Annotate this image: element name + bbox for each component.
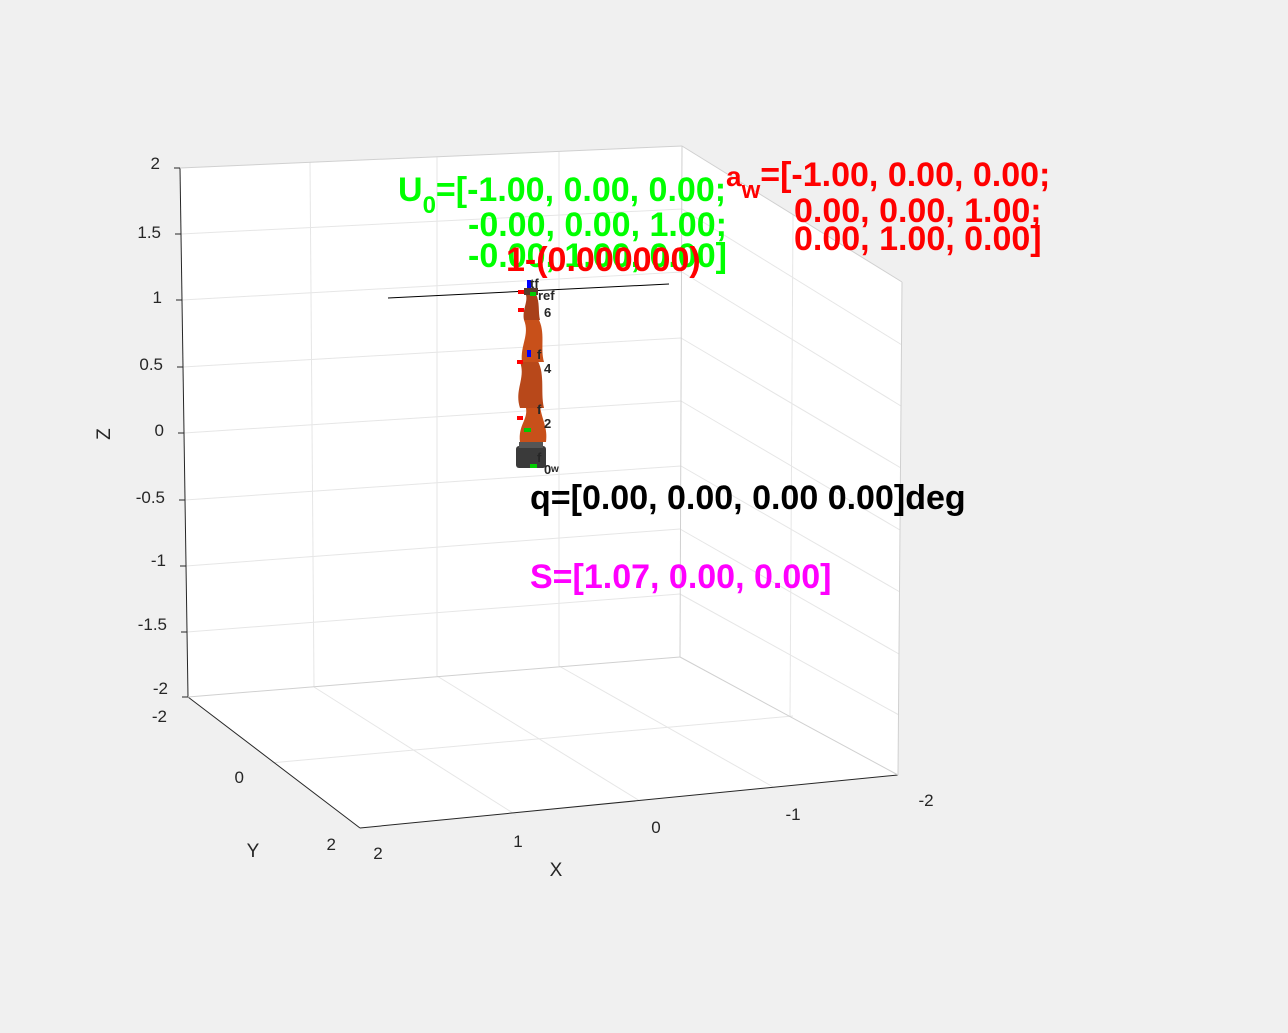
frame-marker-red: [517, 360, 523, 364]
joint-label-2: 2: [544, 416, 552, 431]
robot-link-2: [518, 358, 544, 408]
base-label-w: w: [551, 464, 559, 475]
x-tick-label: -2: [918, 791, 933, 810]
aw-row1-values: =[-1.00, 0.00, 0.00;: [760, 156, 1051, 194]
x-tick-label: 0: [651, 818, 660, 837]
z-tick-label: 1: [153, 288, 162, 307]
robot-base: [516, 446, 546, 468]
z-tick-labels: 2 1.5 1 0.5 0 -0.5 -1 -1.5 -2: [136, 154, 168, 698]
z-tick-label: 0.5: [139, 355, 163, 374]
z-tick-label: -1.5: [138, 615, 167, 634]
aw-matrix-row3: 0.00, 1.00, 0.00]: [794, 220, 1042, 258]
robot-flange: [524, 288, 538, 295]
frame-marker-green: [524, 428, 531, 432]
frame-label-ref: ref: [538, 288, 555, 303]
z-tick-label: 1.5: [137, 223, 161, 242]
s-vector-text: S=[1.07, 0.00, 0.00]: [530, 558, 832, 596]
u0-subscript: 0: [422, 192, 436, 219]
aw-symbol: a: [726, 161, 742, 192]
frame-marker-red: [517, 416, 523, 420]
z-tick-label: -2: [153, 679, 168, 698]
robot-link-1: [519, 406, 547, 442]
axes-lines: [179, 145, 903, 829]
y-tick-label: 2: [327, 835, 336, 854]
floor-plane: [188, 657, 898, 828]
z-tick-label: 2: [151, 154, 160, 173]
u0-symbol: U: [398, 171, 423, 209]
x-tick-labels: 2 1 0 -1 -2: [373, 791, 933, 863]
x-tick-label: -1: [785, 805, 800, 824]
u0-matrix-row2: -0.00, 0.00, 1.00;: [468, 206, 727, 244]
x-axis-label: X: [550, 860, 563, 881]
back-plane-right: [680, 146, 902, 775]
aw-subscript: w: [741, 177, 761, 204]
frame-label-f3: f: [537, 450, 542, 465]
u0-matrix-row3: -0.00, 1.00, 0.00]: [468, 237, 727, 275]
u0-matrix-row1: U0=[-1.00, 0.00, 0.00;: [398, 171, 727, 218]
robot-link-4: [523, 294, 540, 320]
frame-label-f2: f: [537, 402, 542, 417]
frame-marker-blue: [527, 350, 531, 357]
z-tick-label: 0: [155, 421, 164, 440]
frame-marker-red: [518, 290, 524, 294]
y-tick-label: -2: [152, 707, 167, 726]
joint-label-6: 6: [544, 305, 552, 320]
y-tick-label: 0: [235, 768, 244, 787]
frame-marker-blue: [527, 280, 531, 288]
base-label-0: 0: [544, 462, 552, 477]
frame-marker-green: [530, 464, 537, 468]
z-tick-label: -0.5: [136, 488, 165, 507]
frame-label-f1: f: [537, 347, 542, 362]
frame-label-tf: tf: [530, 276, 539, 291]
z-tick-marks: [174, 167, 188, 698]
step-label: 1-(0.000000): [506, 241, 701, 279]
back-plane-left: [180, 146, 682, 697]
u0-row1-values: =[-1.00, 0.00, 0.00;: [435, 171, 727, 209]
aw-matrix-row1: aw=[-1.00, 0.00, 0.00;: [726, 156, 1051, 203]
y-tick-labels: -2 0 2: [152, 707, 336, 854]
x-tick-label: 2: [373, 844, 382, 863]
z-tick-label: -1: [151, 551, 166, 570]
joint-label-4: 4: [544, 361, 552, 376]
joint-angles-text: q=[0.00, 0.00, 0.00 0.00]deg: [530, 479, 966, 517]
frame-marker-green: [530, 292, 536, 296]
robot-arm[interactable]: [516, 280, 547, 468]
grid-floor: [269, 665, 794, 816]
aw-matrix-row2: 0.00, 0.00, 1.00;: [794, 192, 1042, 230]
grid-left-wall: [180, 151, 683, 688]
grid-right-wall: [679, 208, 903, 717]
x-tick-label: 1: [513, 832, 522, 851]
y-axis-label: Y: [247, 841, 260, 862]
robot-base-top: [519, 442, 543, 448]
z-axis-label: Z: [94, 428, 115, 440]
frame-marker-red: [518, 308, 524, 312]
